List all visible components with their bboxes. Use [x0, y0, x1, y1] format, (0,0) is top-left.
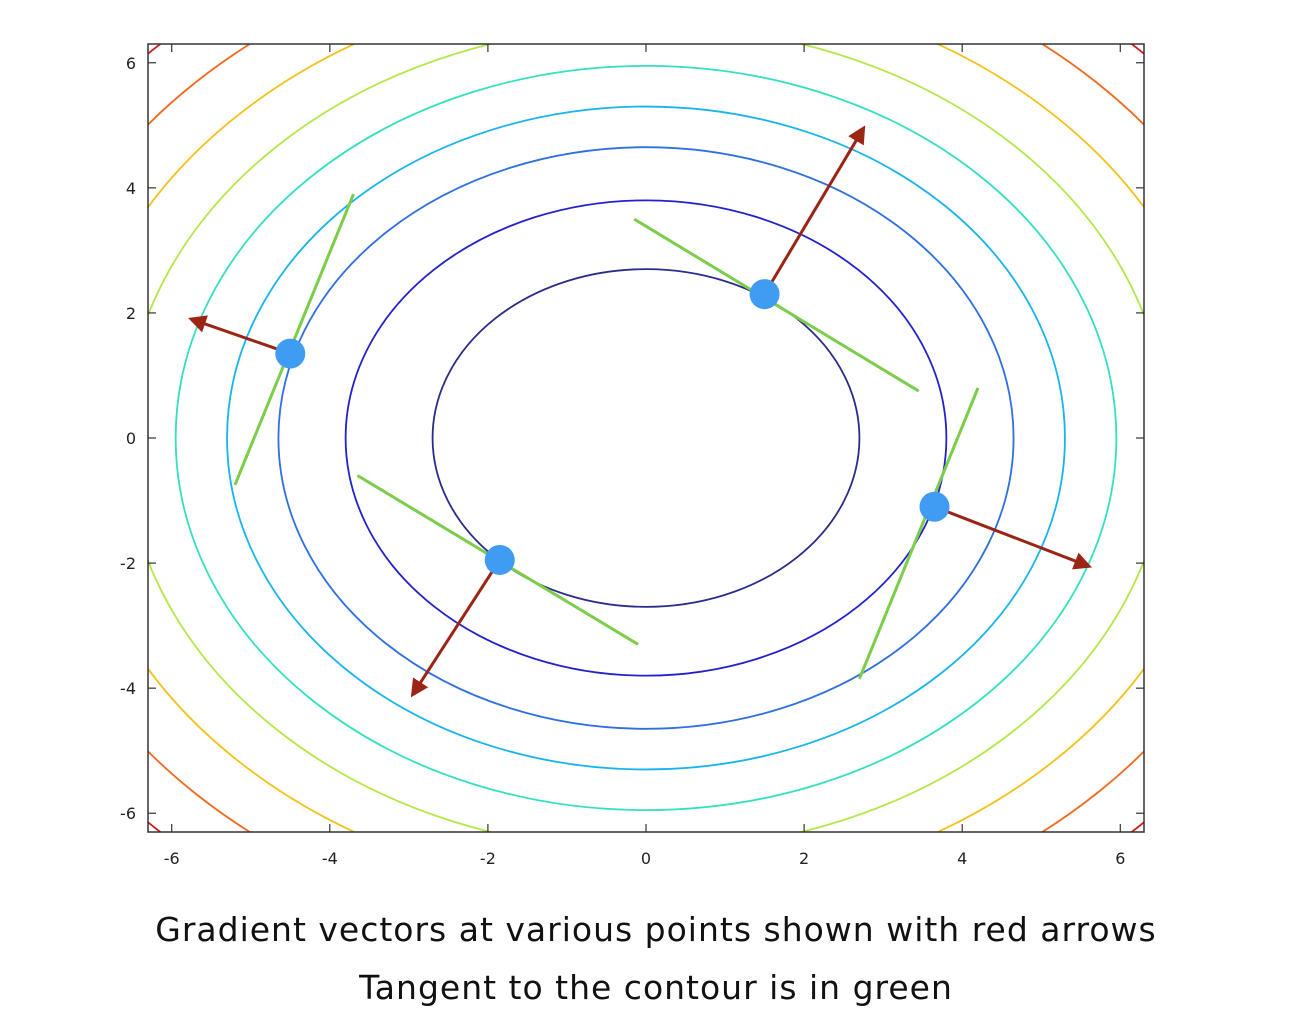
contour-line [148, 44, 1144, 832]
caption-line-2: Tangent to the contour is in green [359, 968, 953, 1007]
contour-line [174, 64, 1118, 812]
y-tick-label: 4 [126, 179, 136, 198]
contour-rings [148, 44, 1144, 832]
tangent-line [858, 387, 980, 680]
contour-line [431, 268, 861, 608]
gradient-arrow [188, 315, 291, 355]
sample-point [749, 279, 780, 310]
contour-line [148, 44, 1144, 832]
contour-chart: -6 -4 -2 0 2 4 6 6 4 2 0 -2 -4 -6 [120, 43, 1145, 868]
gradient-arrow [763, 125, 866, 295]
contour-line [226, 105, 1066, 771]
y-tick-label: 2 [126, 304, 136, 323]
x-tick-label: -4 [322, 849, 338, 868]
x-tick-label: 2 [799, 849, 809, 868]
gradient-arrow [933, 505, 1093, 570]
y-tick-label: -2 [120, 554, 136, 573]
y-tick-label: -6 [120, 804, 136, 823]
sample-point [484, 544, 515, 575]
contour-line [277, 146, 1015, 730]
x-tick-label: 4 [957, 849, 967, 868]
y-tick-label: -4 [120, 679, 136, 698]
y-tick-label: 0 [126, 429, 136, 448]
y-tick-label: 6 [126, 54, 136, 73]
sample-point [275, 338, 306, 369]
x-tick-label: -6 [164, 849, 180, 868]
x-tick-label: 0 [641, 849, 651, 868]
sample-point [919, 491, 950, 522]
x-tick-label: 6 [1115, 849, 1125, 868]
plot-frame [147, 43, 1145, 833]
contour-line [148, 44, 1144, 832]
tangent-line [633, 217, 920, 393]
x-tick-label: -2 [480, 849, 496, 868]
caption-line-1: Gradient vectors at various points shown… [155, 910, 1157, 949]
gradient-arrow [410, 559, 502, 698]
contour-line [344, 199, 948, 677]
